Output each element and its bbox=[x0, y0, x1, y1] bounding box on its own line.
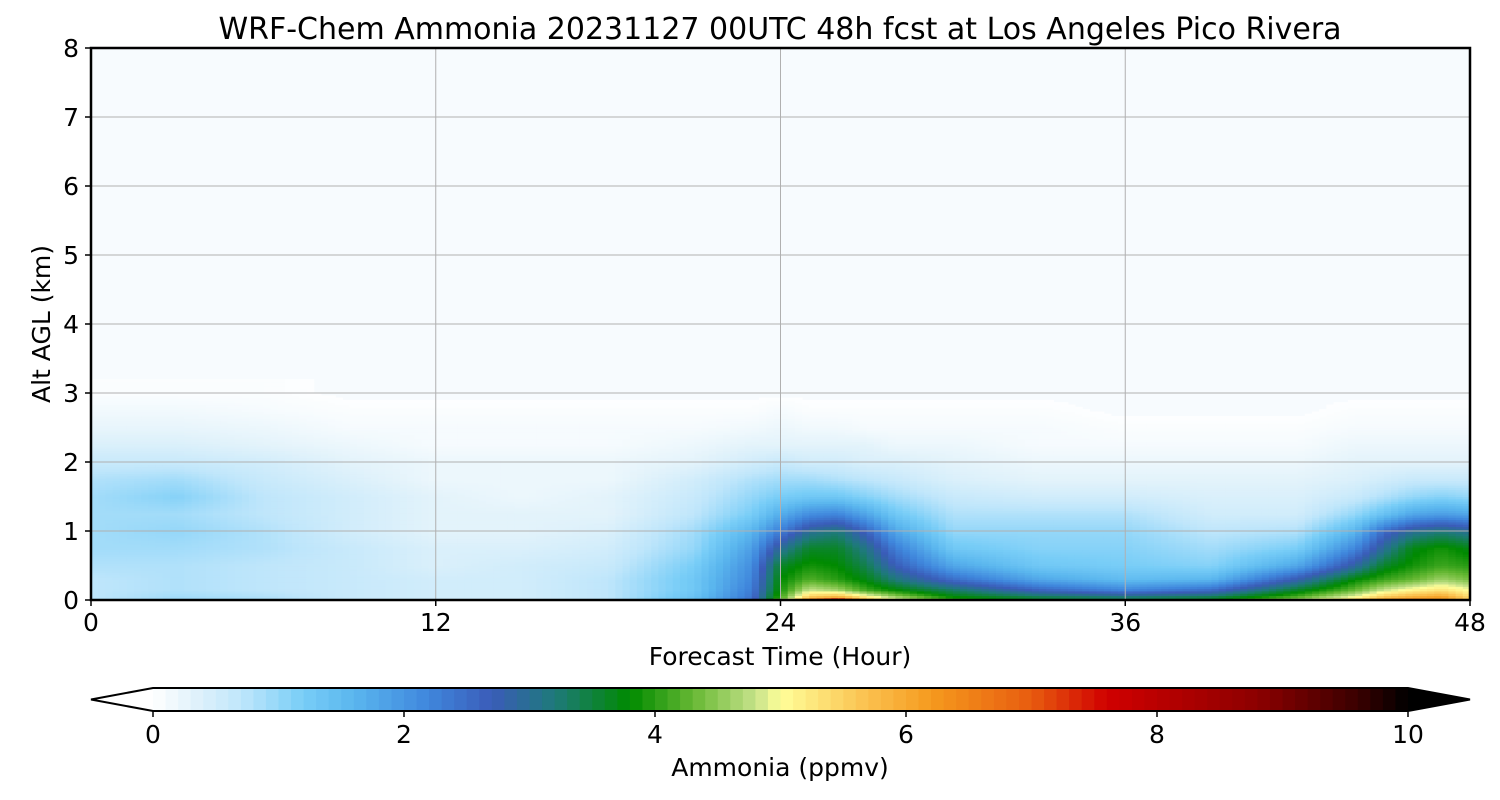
chart-title: WRF-Chem Ammonia 20231127 00UTC 48h fcst… bbox=[218, 12, 1341, 47]
